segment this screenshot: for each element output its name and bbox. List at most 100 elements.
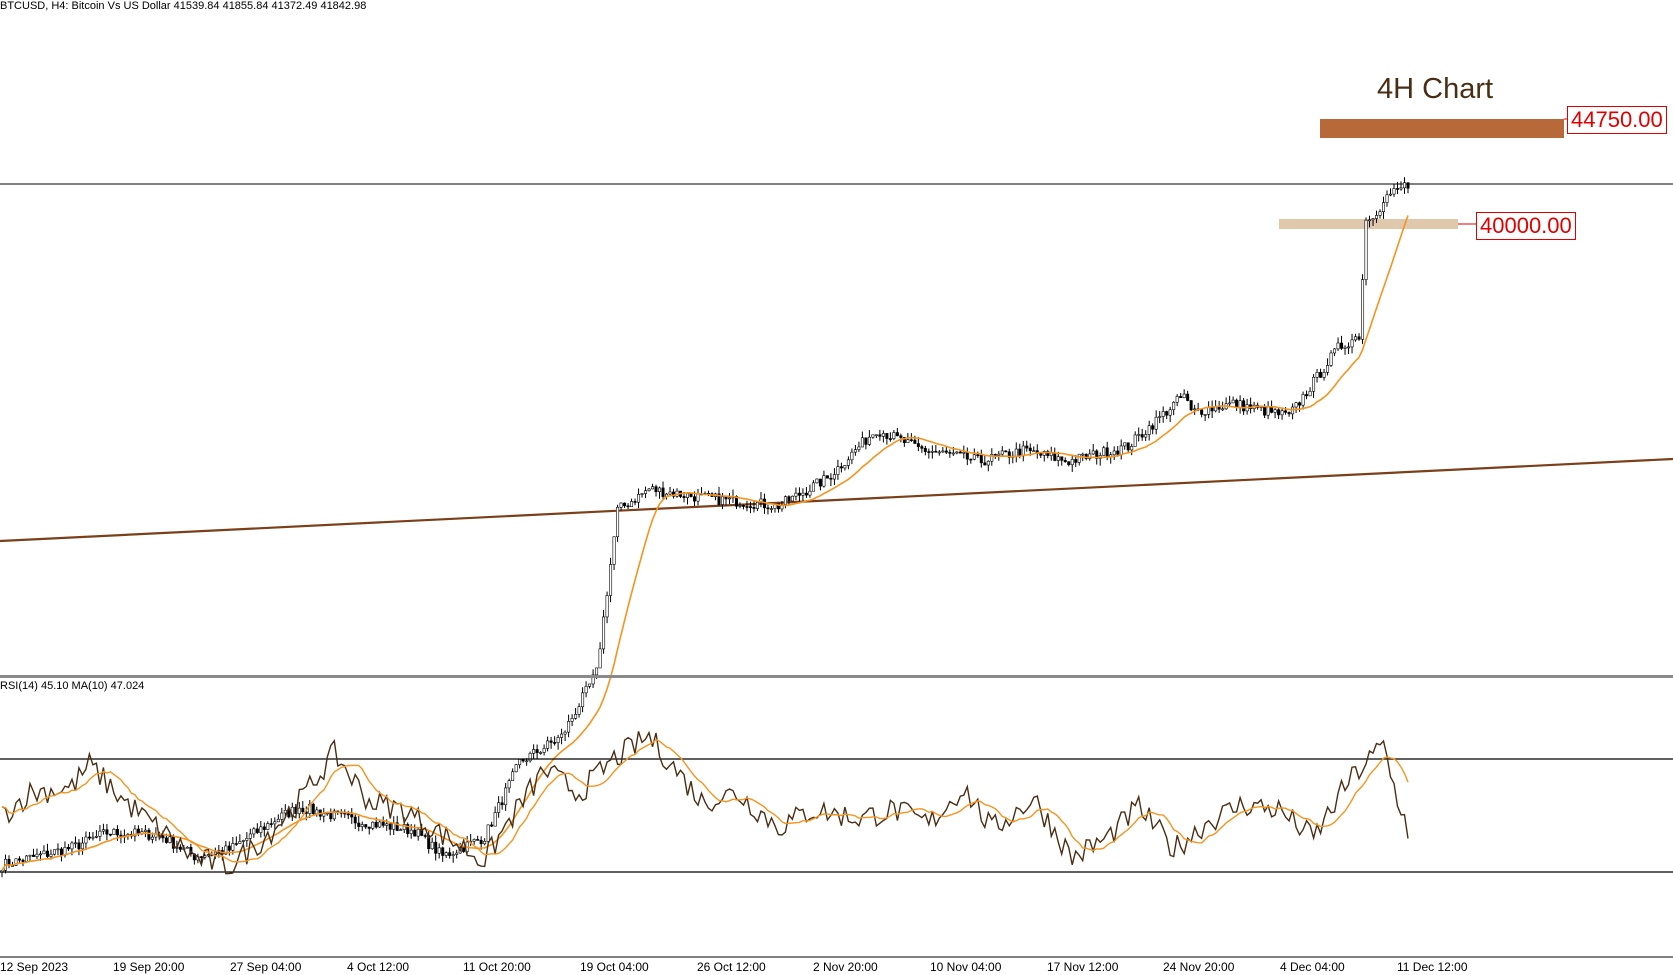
candle <box>1042 451 1046 456</box>
x-tick-label: 11 Dec 12:00 <box>1397 960 1468 974</box>
candle <box>434 841 438 854</box>
candle <box>696 493 700 502</box>
candle <box>416 828 420 837</box>
candle <box>1396 188 1400 190</box>
candle <box>976 454 980 457</box>
chart-header: BTCUSD, H4: Bitcoin Vs US Dollar 41539.8… <box>0 0 366 12</box>
candle <box>38 853 42 856</box>
candle <box>262 826 266 830</box>
candle <box>990 454 994 462</box>
candle <box>1228 402 1232 405</box>
candle <box>605 595 609 618</box>
candle <box>532 749 536 754</box>
candle <box>1301 394 1305 406</box>
candle <box>542 748 546 753</box>
candle <box>1165 411 1169 416</box>
candle <box>1364 219 1368 280</box>
candle <box>1266 406 1270 416</box>
candle <box>112 828 116 836</box>
candle <box>818 478 822 487</box>
candle <box>969 458 973 461</box>
candle <box>91 836 95 839</box>
candle <box>273 821 277 825</box>
candle <box>490 824 494 827</box>
candle <box>231 843 235 851</box>
candle <box>406 824 410 834</box>
candle <box>864 437 868 445</box>
candle <box>1361 279 1365 340</box>
candle <box>727 497 731 500</box>
candle <box>1172 401 1176 411</box>
candle <box>944 450 948 453</box>
candle <box>1074 459 1078 463</box>
candle <box>1389 193 1393 196</box>
candle <box>630 501 634 508</box>
candle <box>878 434 882 437</box>
candle <box>720 496 724 505</box>
candle <box>17 858 21 861</box>
chart-title: 4H Chart <box>1377 73 1494 105</box>
rsi-line <box>1 730 1409 875</box>
candle <box>584 686 588 694</box>
candle <box>1336 342 1340 350</box>
candle <box>556 737 560 743</box>
candle <box>776 503 780 510</box>
candle <box>1144 434 1148 438</box>
candle <box>1119 445 1123 455</box>
candle <box>783 496 787 505</box>
candle <box>80 842 84 850</box>
candle <box>867 436 871 445</box>
candle <box>1182 393 1186 399</box>
candle <box>668 491 672 495</box>
candle <box>1277 409 1281 416</box>
candle <box>199 856 203 858</box>
candle <box>804 492 808 496</box>
candle <box>1102 447 1106 456</box>
candle <box>563 731 567 735</box>
candle <box>885 433 889 439</box>
candle <box>66 847 70 850</box>
candle <box>448 852 452 856</box>
candle <box>979 454 983 464</box>
candle <box>364 824 368 828</box>
candle <box>1077 453 1081 463</box>
candle <box>850 451 854 461</box>
candle <box>755 502 759 509</box>
candle <box>283 809 287 814</box>
candle <box>28 854 32 857</box>
candle <box>567 721 571 733</box>
candle <box>1347 346 1351 349</box>
candle <box>1305 394 1309 397</box>
candle <box>518 759 522 766</box>
candle <box>1158 416 1162 418</box>
candle <box>1312 376 1316 392</box>
candle <box>888 438 892 440</box>
candle <box>378 821 382 828</box>
candle <box>1238 400 1242 408</box>
candle <box>115 828 119 836</box>
candle <box>94 836 98 838</box>
candle <box>637 494 641 503</box>
candle <box>1161 411 1165 417</box>
candle <box>930 451 934 453</box>
candle <box>31 854 35 857</box>
candle <box>609 564 613 596</box>
candle <box>353 816 357 824</box>
candle <box>1273 409 1277 413</box>
candle <box>280 812 284 820</box>
candle <box>24 855 28 862</box>
candle <box>1207 407 1211 415</box>
candle <box>56 848 60 851</box>
candle <box>1189 400 1193 411</box>
candle <box>185 846 189 849</box>
candle <box>147 829 151 840</box>
candle <box>591 674 595 685</box>
candle <box>1378 211 1382 216</box>
candle <box>626 505 630 508</box>
candle <box>1329 352 1333 366</box>
candle <box>45 850 49 857</box>
candle <box>832 474 836 480</box>
candle <box>1371 218 1375 221</box>
candle <box>801 492 805 496</box>
